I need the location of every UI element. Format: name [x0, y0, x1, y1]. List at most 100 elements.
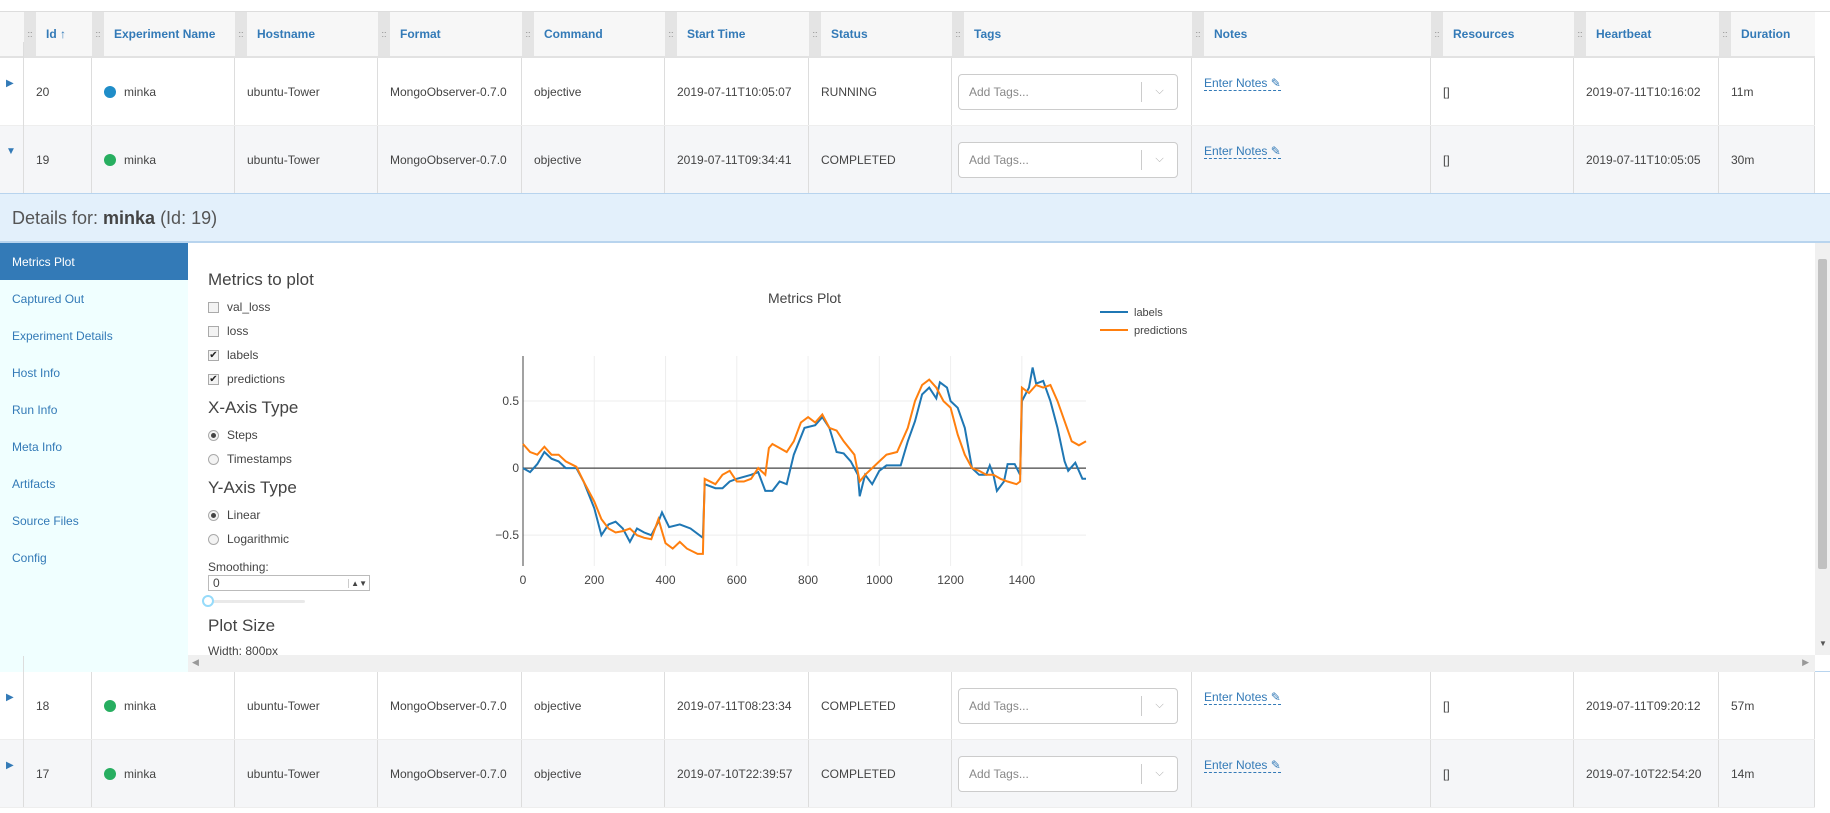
radio-steps[interactable]: Steps [208, 428, 258, 442]
cell-duration: 11m [1719, 58, 1815, 125]
vertical-scrollbar[interactable]: ▼ [1815, 243, 1830, 655]
sidebar-item-host-info[interactable]: Host Info [12, 366, 61, 380]
chart-title: Metrics Plot [768, 290, 841, 306]
cell-status: COMPLETED [809, 672, 952, 739]
sidebar-item-metrics-plot[interactable]: Metrics Plot [0, 243, 188, 280]
expand-toggle[interactable]: ▼ [0, 110, 24, 193]
tags-select[interactable]: Add Tags... ⌵ [958, 73, 1178, 110]
drag-handle-icon[interactable]: :: [378, 12, 390, 56]
sidebar-item-run-info[interactable]: Run Info [12, 403, 58, 417]
enter-notes-link[interactable]: Enter Notes ✎ [1204, 76, 1281, 91]
column-header-tags[interactable]: :: Tags [952, 12, 1192, 56]
chevron-down-icon[interactable]: ⌵ [1141, 149, 1177, 170]
column-header-command[interactable]: :: Command [522, 12, 665, 56]
column-header-hostname[interactable]: :: Hostname [235, 12, 378, 56]
checkbox-icon[interactable] [208, 325, 219, 337]
radio-icon[interactable] [208, 509, 219, 521]
notes-label: Enter Notes [1204, 144, 1268, 158]
column-header-id[interactable]: :: Id ↑ [24, 12, 92, 56]
enter-notes-link[interactable]: Enter Notes ✎ [1204, 690, 1281, 705]
radio-logarithmic[interactable]: Logarithmic [208, 532, 289, 546]
scroll-down-icon[interactable]: ▼ [1819, 639, 1827, 648]
cell-experiment-name: minka [92, 672, 235, 739]
cell-command: objective [522, 126, 665, 193]
column-header-notes[interactable]: :: Notes [1192, 12, 1431, 56]
column-header-duration[interactable]: :: Duration [1719, 12, 1815, 56]
sidebar-item-config[interactable]: Config [12, 551, 47, 565]
expand-toggle[interactable]: ▶ [0, 42, 24, 125]
drag-handle-icon[interactable]: :: [1192, 12, 1204, 56]
expand-toggle[interactable]: ▶ [0, 656, 24, 739]
scroll-left-icon[interactable]: ◀ [192, 657, 199, 667]
sidebar-item-artifacts[interactable]: Artifacts [12, 477, 56, 491]
table-row[interactable]: ▼ 19 minka ubuntu-Tower MongoObserver-0.7.0 o… [0, 110, 1815, 194]
stepper-icon[interactable]: ▲▼ [348, 578, 369, 588]
chevron-down-icon[interactable]: ⌵ [1141, 81, 1177, 102]
cell-host: ubuntu-Tower [235, 58, 378, 125]
checkbox-predictions[interactable]: ✔ predictions [208, 372, 285, 386]
sidebar-item-meta-info[interactable]: Meta Info [12, 440, 63, 454]
enter-notes-link[interactable]: Enter Notes ✎ [1204, 144, 1281, 159]
table-row[interactable]: ▶ 20 minka ubuntu-Tower MongoObserver-0.7.0 o… [0, 42, 1815, 126]
column-header-heartbeat[interactable]: :: Heartbeat [1574, 12, 1719, 56]
smoothing-input[interactable]: 0 ▲▼ [208, 575, 370, 591]
sidebar-item-source-files[interactable]: Source Files [12, 514, 79, 528]
experiment-name: minka [124, 766, 157, 781]
drag-handle-icon[interactable]: :: [522, 12, 534, 56]
table-row[interactable]: ▶ 18 minka ubuntu-Tower MongoObserver-0.7.0 o… [0, 656, 1815, 740]
cell-host: ubuntu-Tower [235, 126, 378, 193]
radio-icon[interactable] [208, 429, 219, 441]
x-tick-label: 0 [520, 573, 527, 587]
expand-toggle[interactable]: ▶ [0, 724, 24, 807]
smoothing-slider-handle[interactable] [202, 595, 214, 607]
scrollbar-thumb[interactable] [1818, 259, 1827, 569]
smoothing-slider-track[interactable] [208, 600, 305, 603]
radio-timestamps[interactable]: Timestamps [208, 452, 292, 466]
column-header-resources[interactable]: :: Resources [1431, 12, 1574, 56]
series-line-labels [522, 367, 1086, 545]
drag-handle-icon[interactable]: :: [1431, 12, 1443, 56]
horizontal-scrollbar[interactable]: ◀ ▶ [188, 655, 1815, 672]
cell-tags: Add Tags... ⌵ [952, 740, 1192, 807]
sidebar-item-experiment-details[interactable]: Experiment Details [12, 329, 113, 343]
chevron-down-icon[interactable]: ⌵ [1141, 763, 1177, 784]
drag-handle-icon[interactable]: :: [952, 12, 964, 56]
column-header-experiment-name[interactable]: :: Experiment Name [92, 12, 235, 56]
drag-handle-icon[interactable]: :: [1719, 12, 1731, 56]
tags-select[interactable]: Add Tags... ⌵ [958, 755, 1178, 792]
drag-handle-icon[interactable]: :: [1574, 12, 1586, 56]
checkbox-loss[interactable]: loss [208, 324, 248, 338]
drag-handle-icon[interactable]: :: [92, 12, 104, 56]
drag-handle-icon[interactable]: :: [665, 12, 677, 56]
cell-tags: Add Tags... ⌵ [952, 58, 1192, 125]
checkbox-labels[interactable]: ✔ labels [208, 348, 258, 362]
details-id: (Id: 19) [155, 208, 218, 228]
radio-icon[interactable] [208, 533, 219, 545]
scroll-right-icon[interactable]: ▶ [1802, 657, 1809, 667]
radio-linear[interactable]: Linear [208, 508, 260, 522]
option-label: labels [227, 348, 259, 362]
column-header-format[interactable]: :: Format [378, 12, 522, 56]
chevron-down-icon[interactable]: ⌵ [1141, 695, 1177, 716]
enter-notes-link[interactable]: Enter Notes ✎ [1204, 758, 1281, 773]
cell-start: 2019-07-11T09:34:41 [665, 126, 809, 193]
cell-status: COMPLETED [809, 126, 952, 193]
drag-handle-icon[interactable]: :: [24, 12, 36, 56]
radio-icon[interactable] [208, 453, 219, 465]
column-header-start-time[interactable]: :: Start Time [665, 12, 809, 56]
cell-resources: [] [1431, 672, 1574, 739]
sidebar-item-captured-out[interactable]: Captured Out [12, 292, 85, 306]
checkbox-icon[interactable]: ✔ [208, 349, 219, 361]
cell-start: 2019-07-10T22:39:57 [665, 740, 809, 807]
column-header-status[interactable]: :: Status [809, 12, 952, 56]
checkbox-icon[interactable] [208, 301, 219, 313]
checkbox-icon[interactable]: ✔ [208, 373, 219, 385]
cell-heartbeat: 2019-07-11T10:16:02 [1574, 58, 1719, 125]
table-row[interactable]: ▶ 17 minka ubuntu-Tower MongoObserver-0.7.0 o… [0, 724, 1815, 808]
tags-select[interactable]: Add Tags... ⌵ [958, 141, 1178, 178]
checkbox-val-loss[interactable]: val_loss [208, 300, 270, 314]
drag-handle-icon[interactable]: :: [809, 12, 821, 56]
drag-handle-icon[interactable]: :: [235, 12, 247, 56]
x-axis-type-heading: X-Axis Type [208, 398, 299, 417]
tags-select[interactable]: Add Tags... ⌵ [958, 687, 1178, 724]
